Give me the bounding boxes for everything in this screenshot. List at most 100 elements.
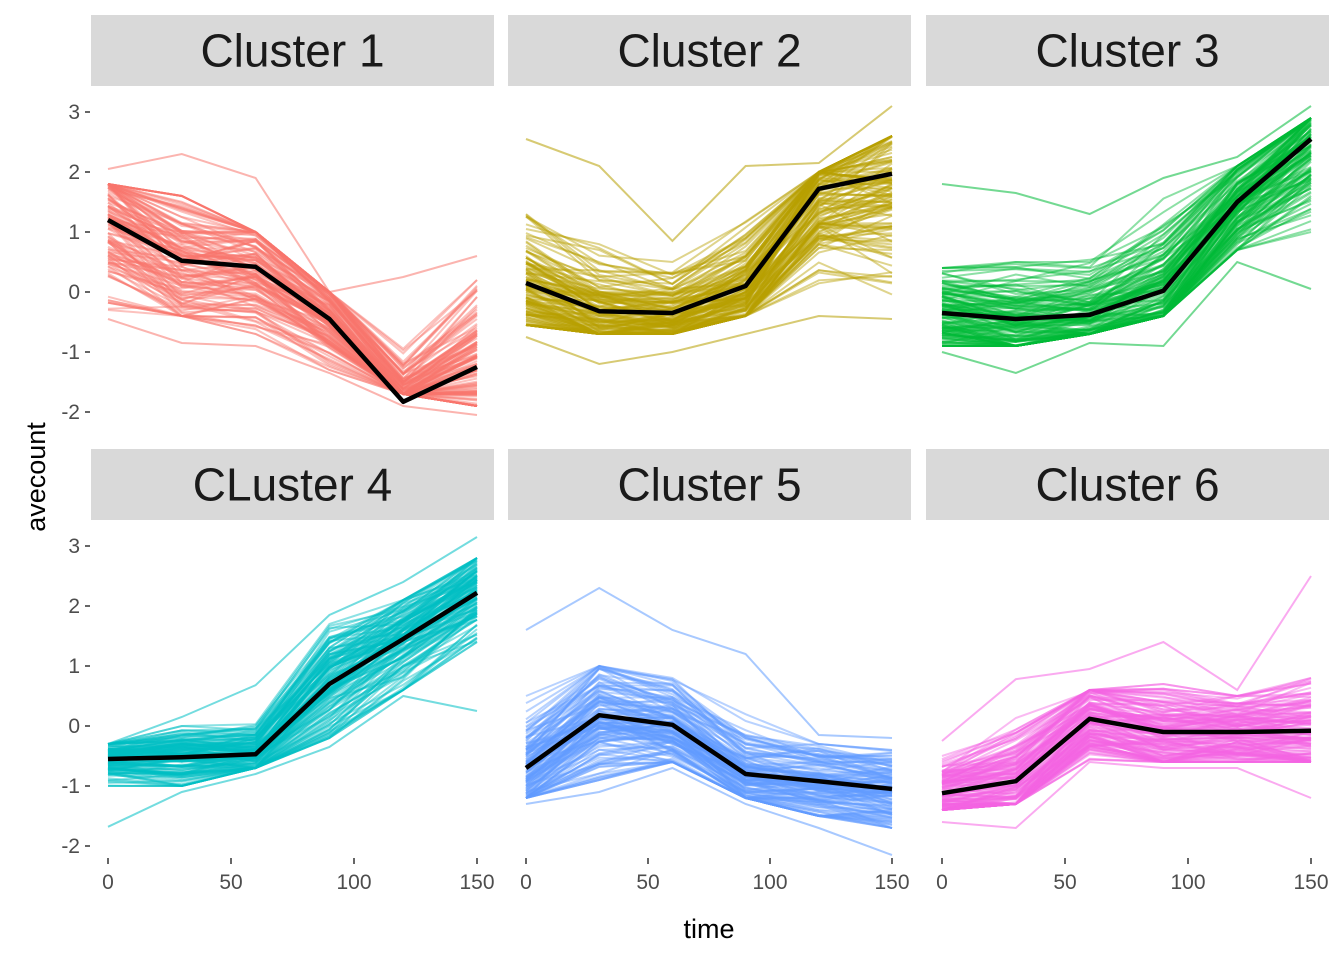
series-line xyxy=(941,728,1312,796)
series-line xyxy=(942,194,1312,347)
series-line xyxy=(107,215,478,390)
series-line xyxy=(941,192,1312,339)
facet-strip-label: Cluster 6 xyxy=(1035,459,1219,511)
y-tick-label: -2 xyxy=(61,835,80,858)
series-line xyxy=(941,702,1312,783)
series-line xyxy=(107,228,478,396)
series-line xyxy=(941,700,1312,778)
series-line xyxy=(107,185,478,385)
series-line xyxy=(525,733,893,796)
series-line xyxy=(941,129,1312,302)
series-line xyxy=(941,707,1312,785)
series-line xyxy=(525,135,893,308)
series-line xyxy=(941,170,1312,345)
series-line xyxy=(941,133,1312,337)
series-line xyxy=(107,577,478,756)
series-line xyxy=(525,751,893,811)
series-line xyxy=(941,682,1312,776)
series-line-extreme xyxy=(107,694,478,828)
series-line xyxy=(525,186,893,332)
series-line xyxy=(107,557,478,745)
series-line xyxy=(525,226,893,336)
series-line xyxy=(107,251,478,396)
series-line xyxy=(941,688,1312,768)
series-line xyxy=(941,150,1312,338)
series-line xyxy=(525,178,893,329)
series-line xyxy=(525,760,893,822)
series-line xyxy=(107,557,478,749)
series-line xyxy=(525,725,893,816)
series-line xyxy=(107,605,478,776)
series-line xyxy=(941,154,1312,347)
series-line xyxy=(941,703,1312,784)
series-line xyxy=(941,117,1312,304)
series-line xyxy=(107,612,478,786)
series-line xyxy=(525,202,893,336)
series-line xyxy=(107,623,478,788)
series-line xyxy=(107,597,478,771)
series-line xyxy=(525,752,893,829)
series-line xyxy=(525,135,893,289)
series-line xyxy=(941,732,1312,801)
series-line xyxy=(525,664,893,767)
series-line xyxy=(941,176,1312,343)
series-line xyxy=(525,159,893,325)
series-line xyxy=(525,667,893,762)
series-line xyxy=(525,693,893,782)
series-line xyxy=(107,573,478,761)
series-line xyxy=(941,117,1312,304)
series-line xyxy=(941,145,1312,312)
y-tick-label: -1 xyxy=(61,341,80,364)
series-line xyxy=(941,757,1311,811)
series-line xyxy=(525,757,893,829)
series-line xyxy=(941,681,1312,780)
series-line xyxy=(941,117,1312,269)
series-line xyxy=(525,681,893,765)
series-line xyxy=(525,228,893,334)
series-line xyxy=(107,253,478,396)
series-line xyxy=(525,713,893,785)
series-line xyxy=(525,736,893,804)
series-line xyxy=(941,694,1312,792)
series-line xyxy=(941,117,1312,289)
series-line xyxy=(941,725,1312,805)
series-line xyxy=(107,576,478,756)
series-line xyxy=(107,194,478,387)
series-line xyxy=(107,223,478,396)
series-line xyxy=(107,610,478,774)
y-axis-title: avecount xyxy=(21,422,51,532)
series-line xyxy=(525,684,893,780)
series-line xyxy=(107,183,478,375)
series-line xyxy=(941,688,1312,773)
series-line xyxy=(107,598,478,775)
series-line xyxy=(107,606,478,772)
series-line xyxy=(941,158,1312,343)
series-line xyxy=(941,736,1312,811)
series-line xyxy=(941,702,1312,782)
series-lines xyxy=(525,105,893,366)
series-line xyxy=(941,746,1312,811)
series-line xyxy=(525,135,893,279)
series-line xyxy=(525,207,893,336)
series-line xyxy=(941,680,1312,778)
series-line xyxy=(525,735,893,790)
series-line xyxy=(107,579,478,751)
series-line xyxy=(525,198,893,336)
x-tick-label: 150 xyxy=(874,871,909,894)
series-line xyxy=(525,733,893,799)
series-line xyxy=(941,131,1312,307)
facet-panels: Cluster 1 -2 -1 0 1 2 3 Cluster 2 Cluster 3 CLust… xyxy=(61,15,1329,894)
series-line xyxy=(941,157,1312,325)
series-line xyxy=(107,588,478,753)
series-line xyxy=(941,170,1312,336)
series-line xyxy=(525,197,893,336)
series-line xyxy=(941,129,1312,307)
series-line xyxy=(941,742,1312,811)
series-line-extreme xyxy=(941,260,1312,375)
facet-strip xyxy=(91,449,494,520)
series-line xyxy=(525,724,893,816)
series-line xyxy=(107,589,478,763)
series-line xyxy=(525,716,893,790)
series-line xyxy=(107,565,478,751)
series-line xyxy=(525,146,893,326)
